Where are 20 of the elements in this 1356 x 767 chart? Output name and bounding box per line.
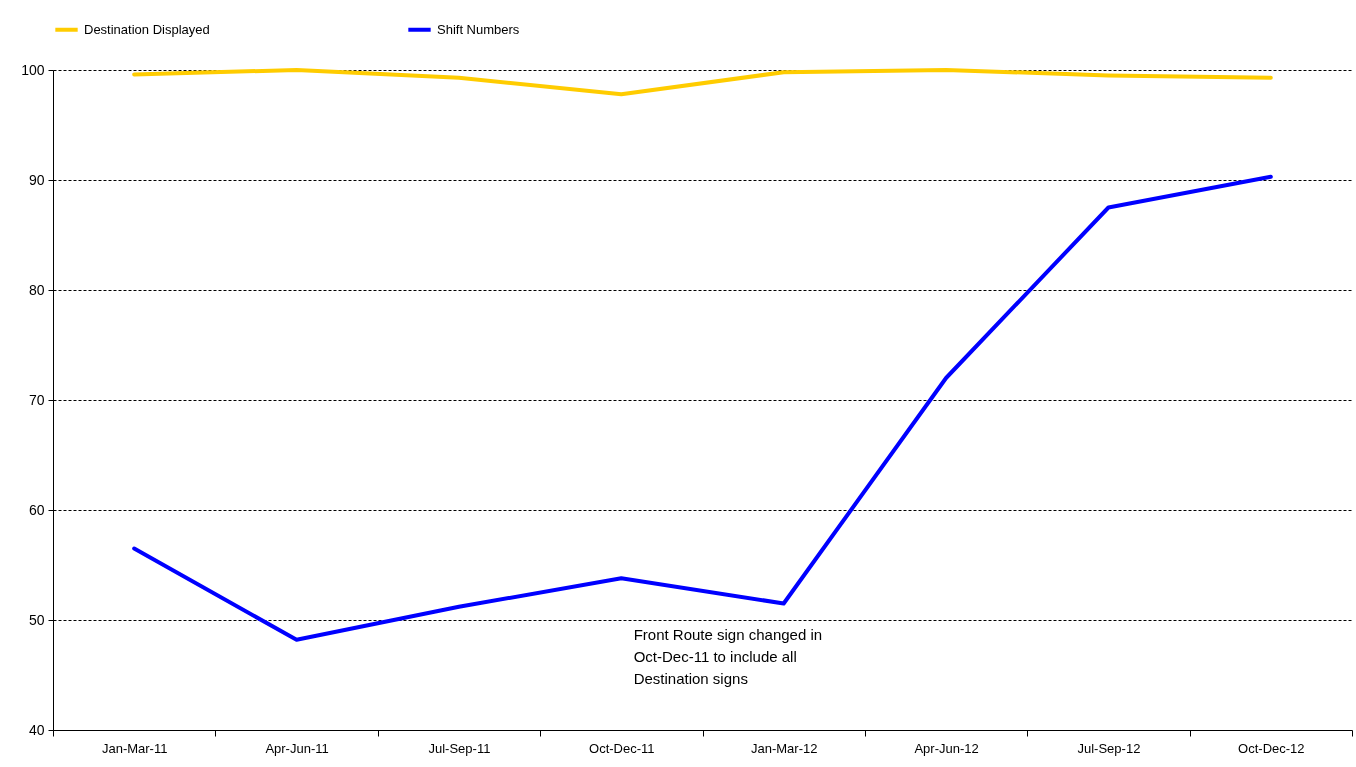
y-tick-label: 70 xyxy=(28,391,45,408)
x-tick-label: Jan-Mar-12 xyxy=(750,740,818,756)
annotation: Front Route sign changed in Oct-Dec-11 to include all Destination signs xyxy=(633,625,823,687)
y-tick-label: 90 xyxy=(28,171,45,188)
line-series xyxy=(132,174,1273,642)
x-tick-label: Jul-Sep-11 xyxy=(428,740,491,756)
x-tick-label: Jul-Sep-12 xyxy=(1077,740,1141,756)
x-tick-label: Oct-Dec-11 xyxy=(589,740,655,756)
x-tick-label: Apr-Jun-11 xyxy=(265,740,329,756)
y-tick-label: 60 xyxy=(28,501,45,518)
x-tick-label: Apr-Jun-12 xyxy=(914,740,979,756)
y-tick-label: 100 xyxy=(21,61,45,78)
x-tick-label: Jan-Mar-11 xyxy=(101,740,168,756)
y-tick-label: 80 xyxy=(28,281,45,298)
y-tick-label: 40 xyxy=(28,721,45,738)
line-series xyxy=(132,68,1273,97)
legend-label: Shift Numbers xyxy=(437,21,520,37)
y-tick-label: 50 xyxy=(28,611,45,628)
legend-label: Destination Displayed xyxy=(84,21,210,37)
x-tick-label: Oct-Dec-12 xyxy=(1238,740,1305,756)
